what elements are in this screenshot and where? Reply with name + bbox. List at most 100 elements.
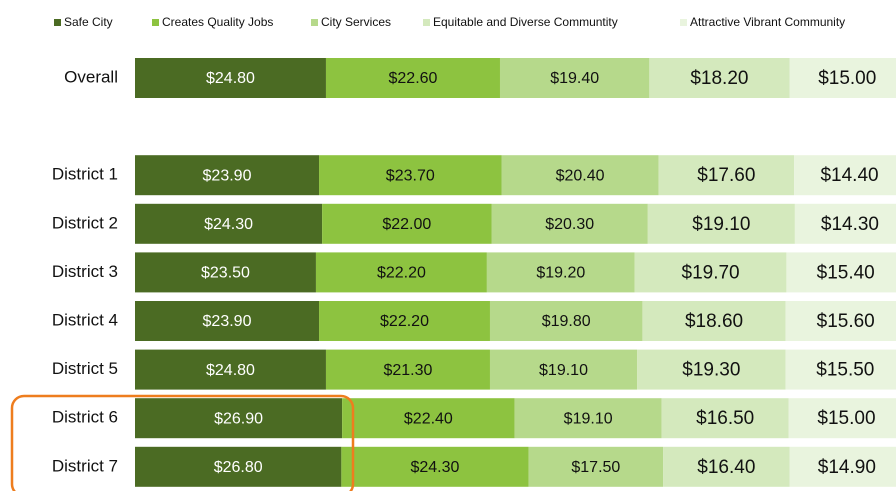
value-label: $17.60 xyxy=(697,165,755,186)
value-label: $18.20 xyxy=(690,68,748,89)
legend-swatch xyxy=(54,19,61,26)
bar-segment xyxy=(501,155,659,196)
value-label: $23.90 xyxy=(203,167,252,184)
value-label: $15.00 xyxy=(818,68,876,89)
value-label: $19.30 xyxy=(682,360,740,381)
value-label: $15.60 xyxy=(817,311,875,332)
bar-segment xyxy=(489,349,638,390)
bar-segment xyxy=(786,252,896,293)
bar-segment xyxy=(135,155,320,196)
value-label: $14.90 xyxy=(818,457,876,478)
category-label: District 4 xyxy=(52,310,118,329)
value-label: $18.60 xyxy=(685,311,743,332)
legend-swatch xyxy=(152,19,159,26)
value-label: $15.00 xyxy=(817,408,875,429)
bar-segment xyxy=(785,301,896,341)
bar-segment xyxy=(325,58,500,98)
highlight-box xyxy=(10,394,355,491)
category-label: District 5 xyxy=(52,359,118,378)
value-label: $21.30 xyxy=(383,362,432,379)
bar-segment xyxy=(135,446,342,487)
bar-segment xyxy=(642,301,786,341)
value-label: $23.90 xyxy=(203,313,252,330)
bar-segment xyxy=(489,301,643,341)
value-label: $17.50 xyxy=(571,459,620,476)
bar-segment xyxy=(658,155,795,196)
bar-segment xyxy=(647,203,795,244)
value-label: $19.10 xyxy=(539,362,588,379)
value-label: $19.80 xyxy=(542,313,591,330)
value-label: $26.90 xyxy=(214,410,263,427)
category-label: District 2 xyxy=(52,213,118,232)
bar-segment xyxy=(499,58,650,98)
bar-segment xyxy=(637,349,786,390)
value-label: $19.10 xyxy=(564,410,613,427)
value-label: $19.40 xyxy=(550,70,599,87)
value-label: $22.00 xyxy=(382,216,431,233)
value-label: $20.30 xyxy=(545,216,594,233)
value-label: $19.20 xyxy=(536,265,585,282)
bar-segment xyxy=(649,58,790,98)
category-label: District 3 xyxy=(52,262,118,281)
bar-segment xyxy=(794,155,896,196)
category-label: District 7 xyxy=(52,456,118,475)
value-label: $15.50 xyxy=(816,360,874,381)
bar-segment xyxy=(528,446,664,487)
value-label: $14.40 xyxy=(820,165,878,186)
bar-segment xyxy=(789,58,896,98)
bar-segment xyxy=(135,203,323,244)
legend-swatch xyxy=(423,19,430,26)
legend-swatch xyxy=(311,19,318,26)
value-label: $22.20 xyxy=(380,313,429,330)
value-label: $24.80 xyxy=(206,70,255,87)
value-label: $22.20 xyxy=(377,265,426,282)
bar-segment xyxy=(135,349,326,390)
category-label: Overall xyxy=(64,67,118,86)
legend-label: Safe City xyxy=(64,15,113,29)
legend-label: Creates Quality Jobs xyxy=(162,15,273,29)
bar-segment xyxy=(663,446,790,487)
value-label: $26.80 xyxy=(214,459,263,476)
bar-segment xyxy=(789,446,896,487)
category-label: District 6 xyxy=(52,408,118,427)
value-label: $19.70 xyxy=(682,262,740,283)
bar-segment xyxy=(514,398,662,439)
bar-segment xyxy=(785,349,896,390)
bar-segment xyxy=(315,252,487,293)
bar-segment xyxy=(794,203,896,244)
value-label: $24.30 xyxy=(204,216,253,233)
value-label: $22.40 xyxy=(404,410,453,427)
bar-segment xyxy=(491,203,648,244)
bar-segment xyxy=(135,58,326,98)
bar-segment xyxy=(342,398,515,439)
bar-segment xyxy=(325,349,490,390)
value-label: $16.50 xyxy=(696,408,754,429)
bar-segment xyxy=(634,252,787,293)
bar-segment xyxy=(661,398,789,439)
category-label: District 1 xyxy=(52,165,118,184)
value-label: $24.80 xyxy=(206,362,255,379)
bar-segment xyxy=(135,301,320,341)
value-label: $20.40 xyxy=(556,167,605,184)
value-label: $14.30 xyxy=(821,214,879,235)
value-label: $23.50 xyxy=(201,265,250,282)
bar-segment xyxy=(788,398,896,439)
value-label: $22.60 xyxy=(389,70,438,87)
value-label: $16.40 xyxy=(697,457,755,478)
bar-segment xyxy=(486,252,635,293)
value-label: $24.30 xyxy=(410,459,459,476)
bar-segment xyxy=(135,398,343,439)
legend-swatch xyxy=(680,19,687,26)
value-label: $23.70 xyxy=(386,167,435,184)
value-label: $15.40 xyxy=(817,262,875,283)
bar-segment xyxy=(135,252,316,293)
legend-label: Equitable and Diverse Communtity xyxy=(433,15,618,29)
bar-segment xyxy=(319,155,502,196)
legend-label: Attractive Vibrant Community xyxy=(690,15,845,29)
bar-segment xyxy=(319,301,490,341)
value-label: $19.10 xyxy=(692,214,750,235)
bar-segment xyxy=(341,446,529,487)
bar-segment xyxy=(322,203,492,244)
